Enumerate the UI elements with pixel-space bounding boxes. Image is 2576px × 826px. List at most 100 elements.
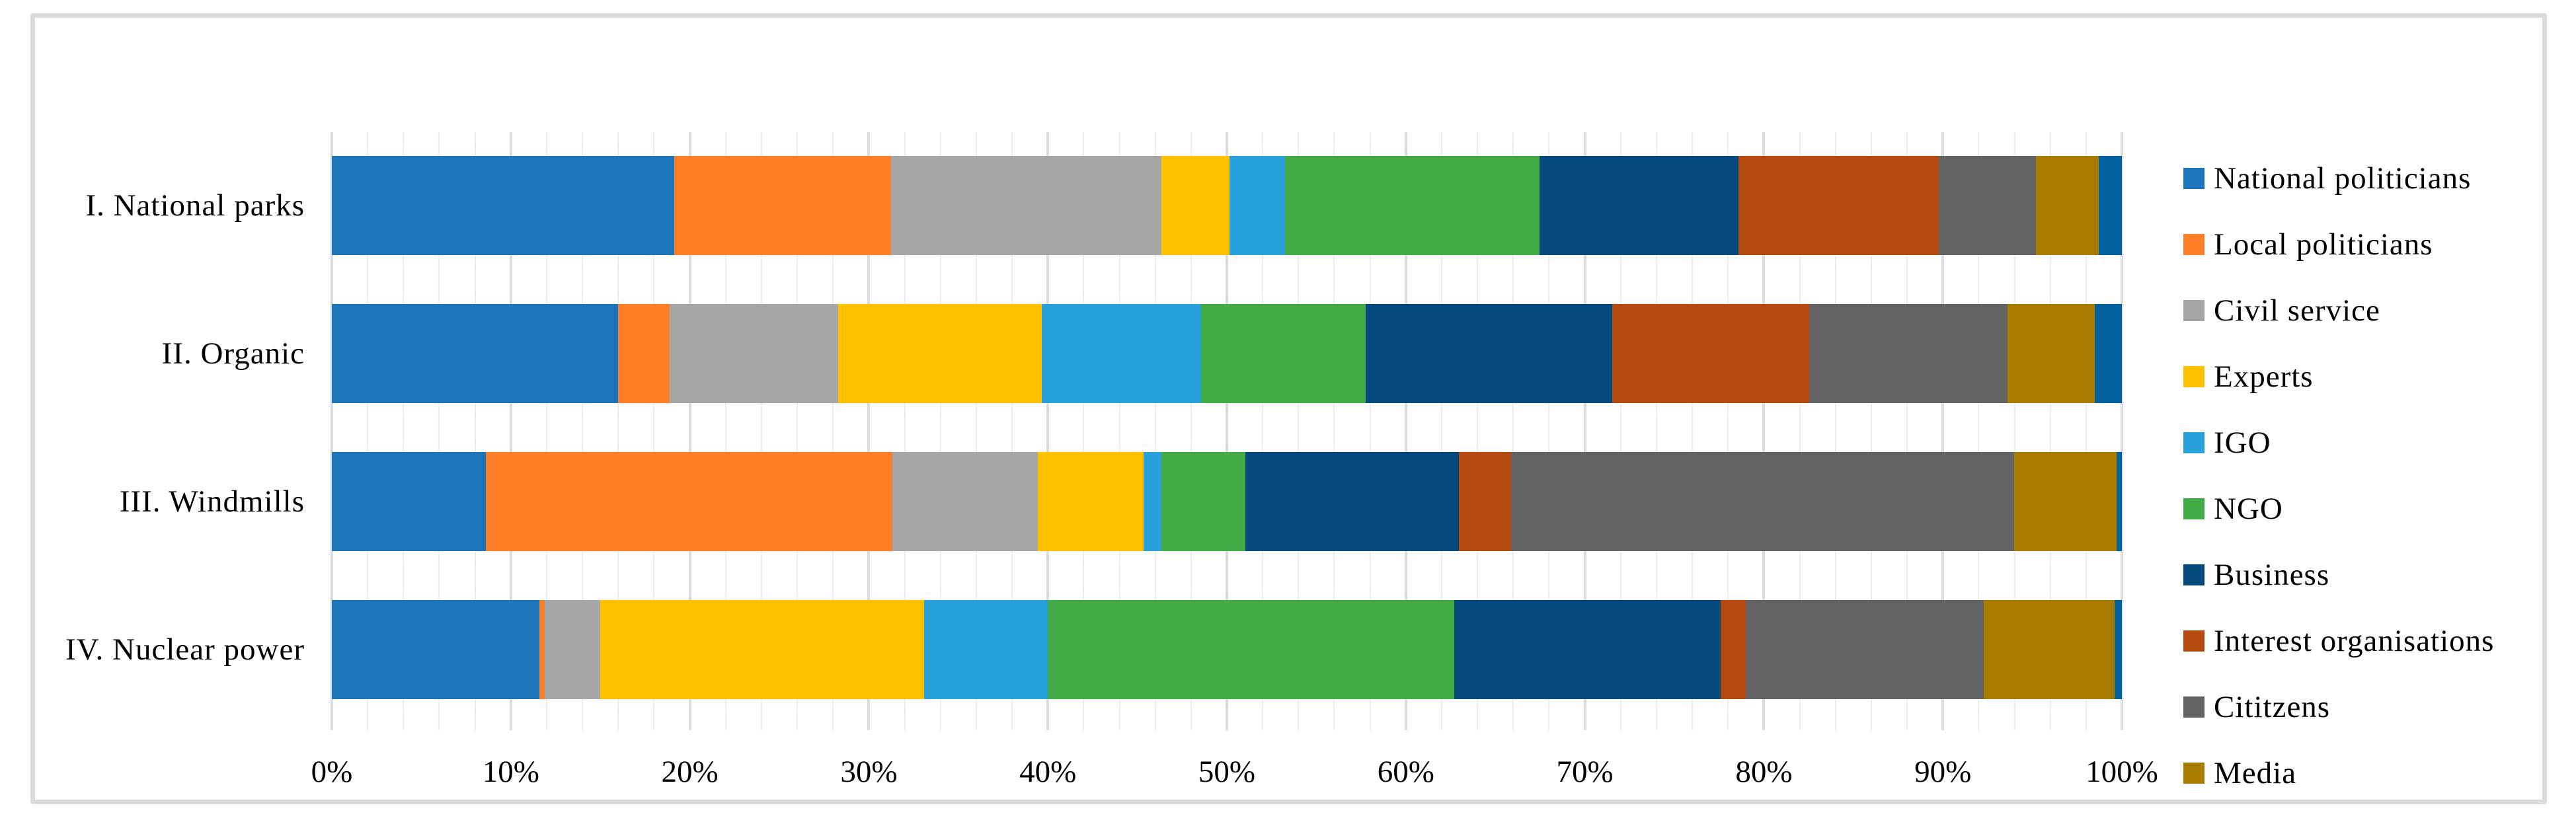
gridline-minor [1834, 132, 1836, 730]
bar-segment [2014, 452, 2117, 551]
gridline-minor [1083, 132, 1085, 730]
gridline-major [1046, 132, 1050, 730]
legend-swatch [2183, 234, 2205, 255]
gridline-minor [939, 132, 941, 730]
category-label: IV. Nuclear power [65, 632, 305, 667]
bar-segment [892, 452, 1038, 551]
bar-segment [1285, 156, 1540, 255]
bar-row [332, 600, 2122, 699]
legend-swatch [2183, 498, 2205, 519]
bar-segment [1229, 156, 1286, 255]
bar-segment [1539, 156, 1738, 255]
legend-label: Civil service [2214, 293, 2380, 328]
bar-segment [332, 156, 674, 255]
gridline-minor [1799, 132, 1801, 730]
bar-segment [1510, 452, 2015, 551]
bar-segment [539, 600, 545, 699]
gridline-minor [1262, 132, 1264, 730]
gridline-minor [545, 132, 547, 730]
gridline-major [1941, 132, 1945, 730]
gridline-minor [724, 132, 726, 730]
bar-segment [1454, 600, 1721, 699]
legend-label: NGO [2214, 492, 2283, 526]
gridline-major [688, 132, 691, 730]
bar-segment [1365, 304, 1612, 403]
bar-segment [332, 600, 540, 699]
legend-swatch [2183, 366, 2205, 387]
gridline-major [2121, 132, 2123, 730]
gridline-minor [2049, 132, 2051, 730]
bar-segment [1161, 452, 1246, 551]
x-tick-label: 40% [1019, 755, 1077, 789]
bar-row [332, 156, 2122, 255]
bar-segment [545, 600, 601, 699]
bar-segment [617, 304, 670, 403]
gridline-major [1226, 132, 1228, 730]
gridline-minor [438, 132, 440, 730]
bar-segment [1738, 156, 1939, 255]
bar-segment [1458, 452, 1511, 551]
gridline-minor [832, 132, 834, 730]
gridline-minor [1333, 132, 1335, 730]
gridline-minor [582, 132, 584, 730]
legend-item: Interest organisations [2183, 608, 2494, 674]
gridline-minor [1440, 132, 1442, 730]
x-tick-label: 30% [840, 755, 898, 789]
gridline-minor [1118, 132, 1120, 730]
gridline-major [331, 132, 333, 730]
x-tick-label: 90% [1914, 755, 1972, 789]
legend-item: Local politicians [2183, 211, 2433, 278]
gridline-minor [1477, 132, 1479, 730]
gridline-minor [1655, 132, 1657, 730]
legend-item: Civil service [2183, 278, 2380, 344]
legend-swatch [2183, 696, 2205, 718]
gridline-minor [1298, 132, 1300, 730]
legend-swatch [2183, 168, 2205, 189]
legend-swatch [2183, 630, 2205, 652]
x-tick-label: 80% [1735, 755, 1793, 789]
gridline-minor [1870, 132, 1872, 730]
legend-label: Business [2214, 558, 2330, 592]
plot-gridlines [331, 132, 2123, 730]
category-label: III. Windmills [119, 484, 305, 519]
bar-segment [1809, 304, 2008, 403]
gridline-minor [1906, 132, 1908, 730]
bar-segment [2098, 156, 2122, 255]
legend-label: Media [2214, 756, 2297, 790]
x-tick-label: 10% [482, 755, 539, 789]
gridline-minor [2085, 132, 2087, 730]
gridline-minor [904, 132, 906, 730]
legend-item: National politicians [2183, 145, 2471, 211]
x-tick-label: 100% [2086, 755, 2158, 789]
legend-swatch [2183, 564, 2205, 585]
bar-segment [1746, 600, 1984, 699]
bar-segment [1038, 452, 1144, 551]
legend-swatch [2183, 432, 2205, 453]
bar-segment [2095, 304, 2122, 403]
legend-label: Cititzens [2214, 690, 2331, 724]
legend-label: Experts [2214, 359, 2314, 394]
gridline-minor [797, 132, 799, 730]
bar-segment [1143, 452, 1162, 551]
legend-item: Business [2183, 542, 2329, 608]
bar-segment [2115, 600, 2122, 699]
gridline-minor [1154, 132, 1156, 730]
bar-segment [332, 304, 618, 403]
gridline-minor [474, 132, 476, 730]
category-label: II. Organic [161, 336, 305, 371]
legend-label: Interest organisations [2214, 624, 2495, 658]
x-tick-label: 60% [1377, 755, 1434, 789]
bar-segment [1939, 156, 2036, 255]
gridline-minor [367, 132, 369, 730]
bar-segment [1984, 600, 2115, 699]
gridline-minor [1727, 132, 1729, 730]
gridline-minor [1369, 132, 1371, 730]
gridline-minor [975, 132, 977, 730]
bar-segment [1612, 304, 1809, 403]
legend-item: IGO [2183, 410, 2271, 476]
legend-swatch [2183, 763, 2205, 784]
bar-segment [1161, 156, 1230, 255]
x-tick-label: 0% [311, 755, 353, 789]
gridline-minor [1011, 132, 1013, 730]
